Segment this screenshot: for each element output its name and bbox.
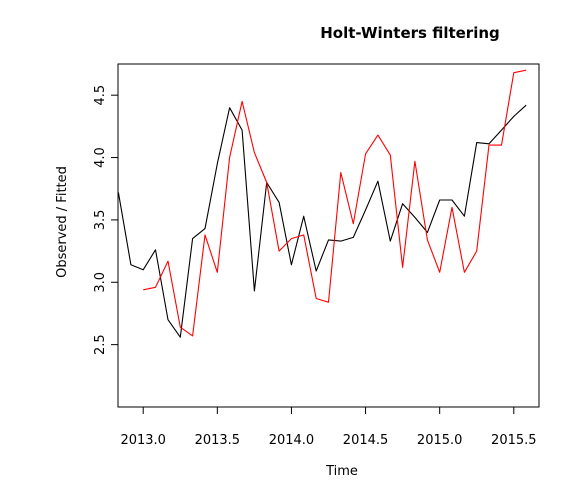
y-axis: 2.5 3.0 3.5 4.0 4.5: [93, 85, 119, 355]
x-axis-label: Time: [325, 464, 358, 479]
x-tick-label: 2013.5: [195, 433, 241, 448]
x-tick-label: 2014.5: [343, 433, 389, 448]
series-layer: [117, 69, 527, 338]
x-axis: 2013.0 2013.5 2014.0 2014.5 2015.0 2015.5: [120, 406, 537, 448]
observed-series-line: [117, 104, 527, 338]
plot-frame: [117, 63, 540, 408]
y-tick-label: 3.5: [93, 210, 108, 231]
y-tick-label: 4.0: [93, 147, 108, 168]
y-tick-label: 3.0: [93, 272, 108, 293]
x-tick-label: 2015.0: [417, 433, 463, 448]
x-tick-label: 2014.0: [269, 433, 315, 448]
chart-title: Holt-Winters filtering: [320, 24, 500, 42]
x-tick-label: 2015.5: [491, 433, 537, 448]
y-tick-label: 4.5: [93, 85, 108, 106]
y-tick-label: 2.5: [93, 334, 108, 355]
x-tick-label: 2013.0: [120, 433, 166, 448]
fitted-series-line: [143, 69, 527, 337]
y-axis-label: Observed / Fitted: [55, 166, 70, 278]
